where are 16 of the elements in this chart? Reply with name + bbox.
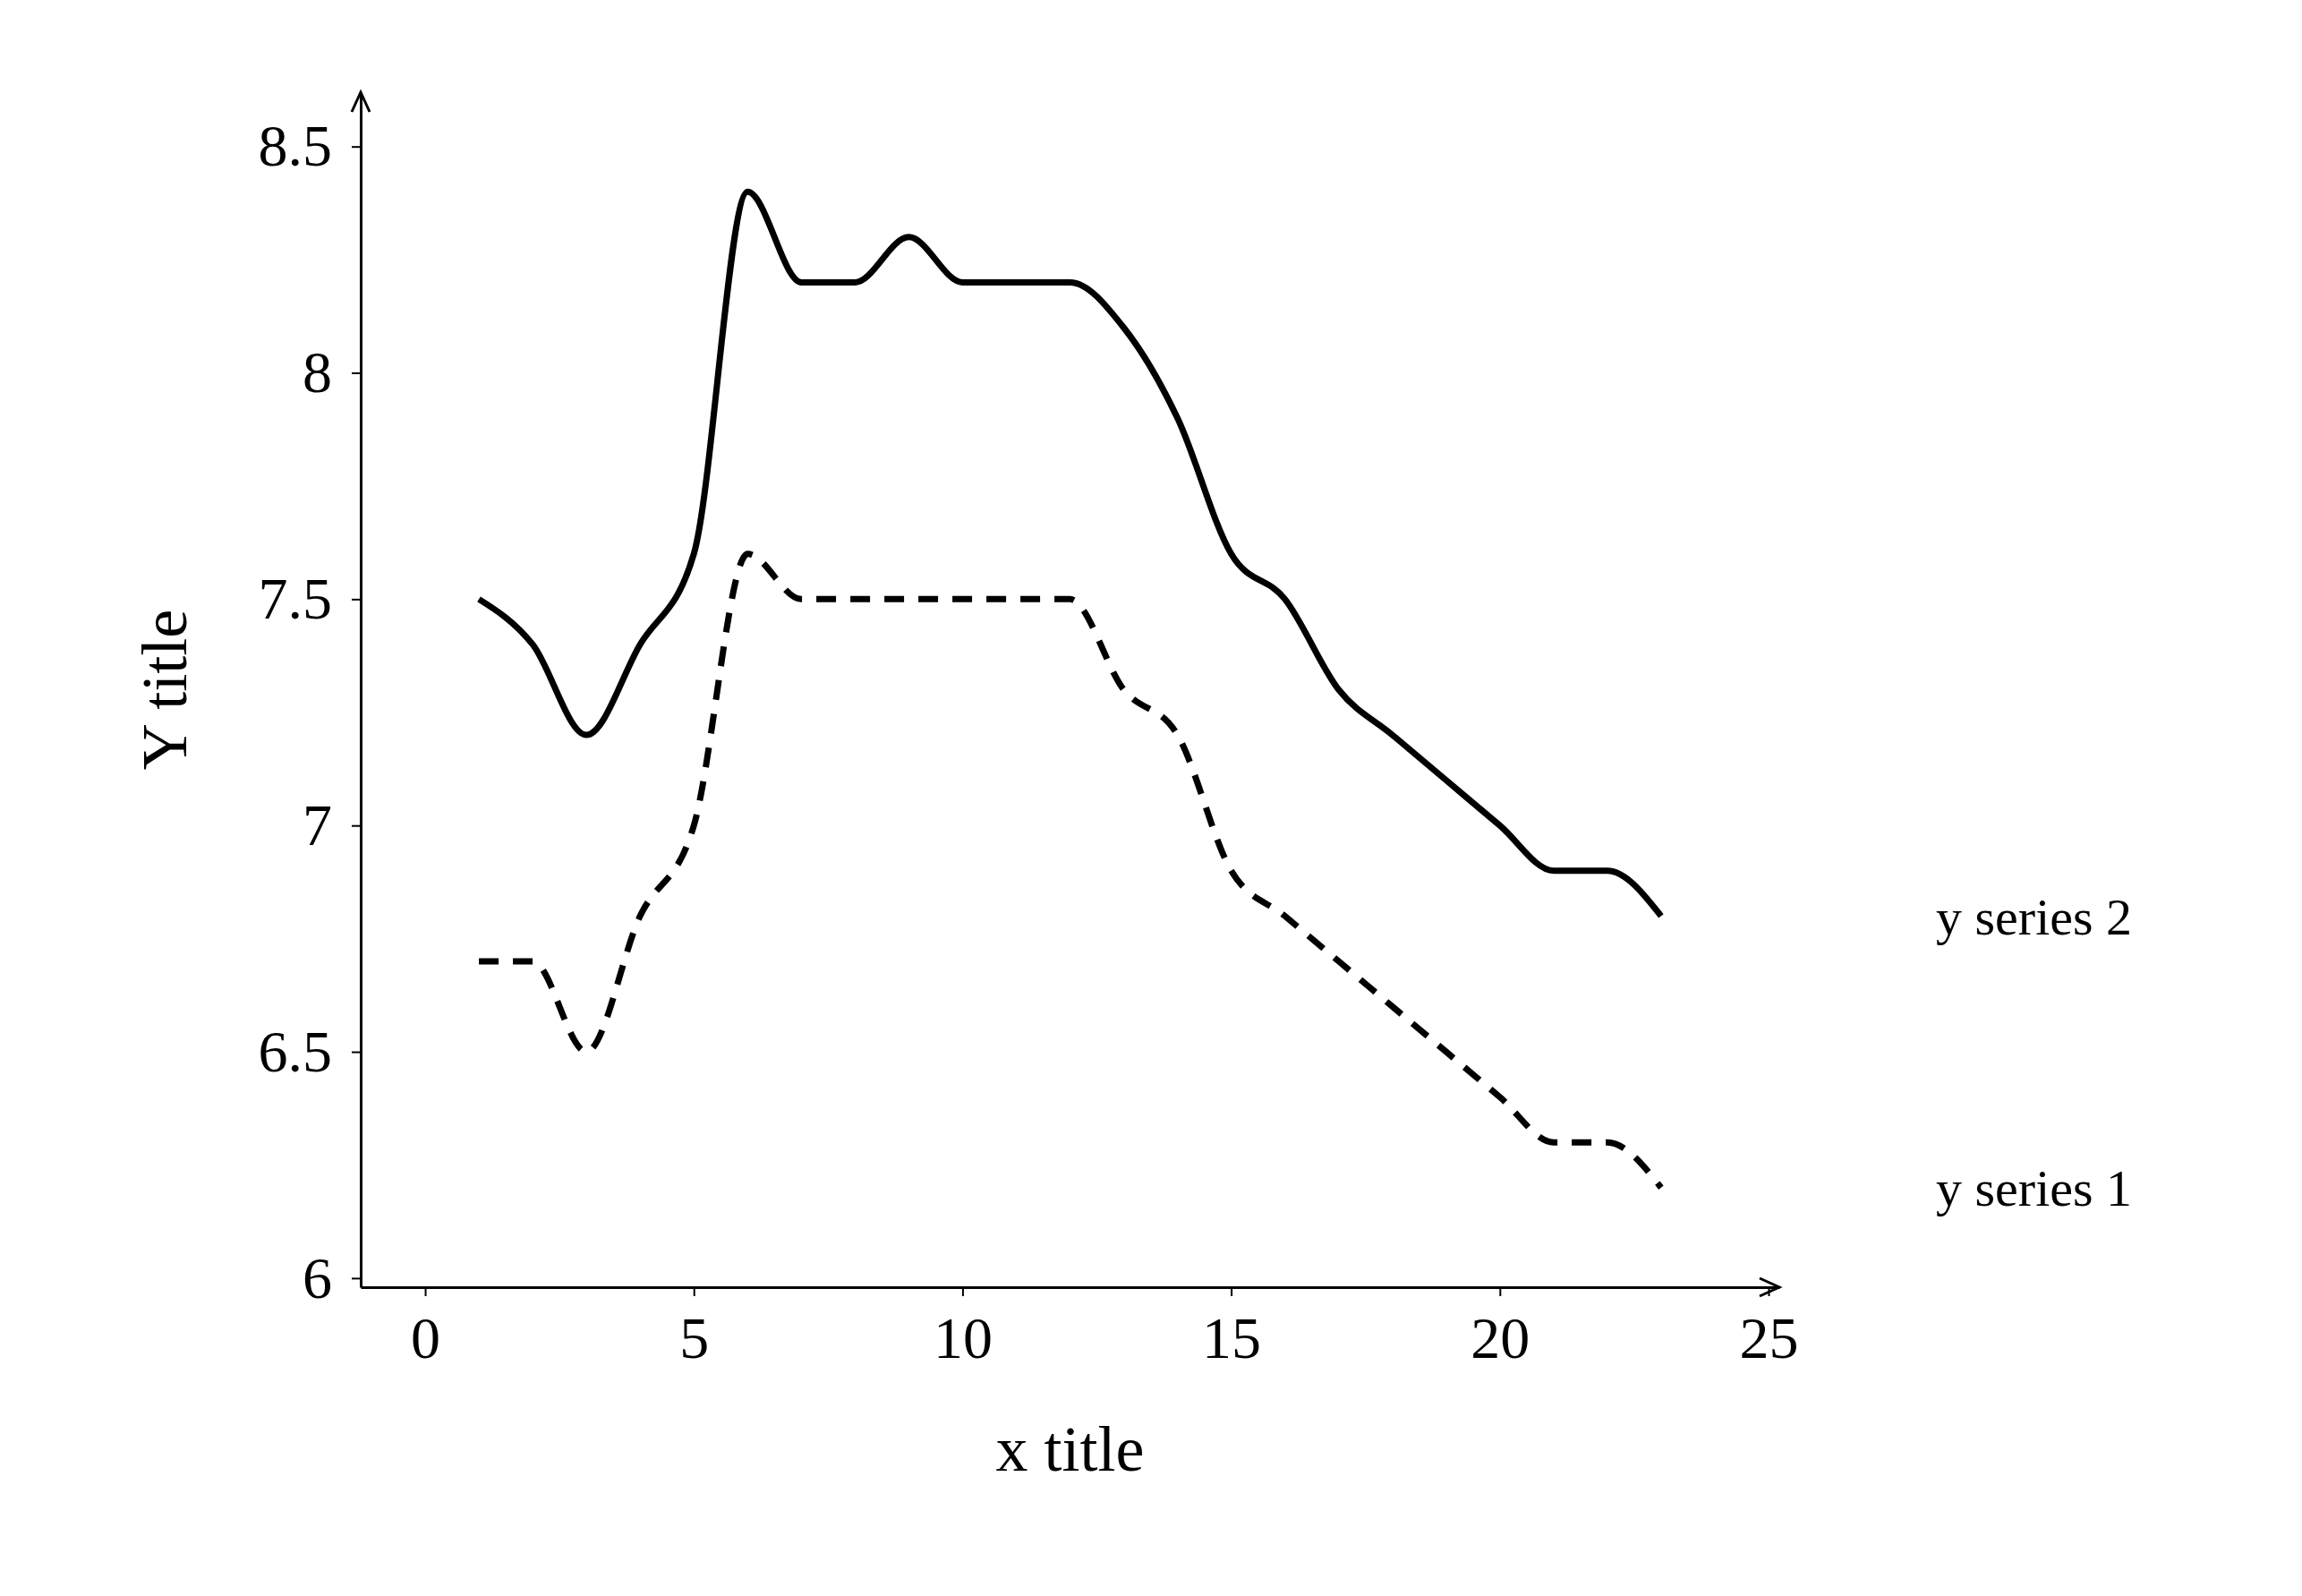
text: y series 1 (1936, 1159, 2133, 1218)
text: y series 2 (1936, 887, 2133, 946)
x-tick-label: 0 (411, 1304, 441, 1370)
x-tick-label: 5 (679, 1304, 710, 1370)
x-tick-label: 10 (933, 1304, 993, 1370)
y-tick-label: 6.5 (258, 1018, 332, 1084)
y-tick-label: 8 (303, 339, 332, 405)
y-tick-label: 8.5 (258, 113, 332, 179)
y-axis-title: Y title (129, 609, 200, 771)
x-tick-label: 20 (1471, 1304, 1530, 1370)
y-tick-label: 6 (303, 1244, 332, 1310)
x-tick-label: 15 (1202, 1304, 1262, 1370)
y-tick-label: 7 (303, 791, 332, 858)
x-tick-label: 25 (1739, 1304, 1799, 1370)
y-tick-label: 7.5 (258, 565, 332, 631)
x-axis-title: x title (995, 1413, 1145, 1485)
